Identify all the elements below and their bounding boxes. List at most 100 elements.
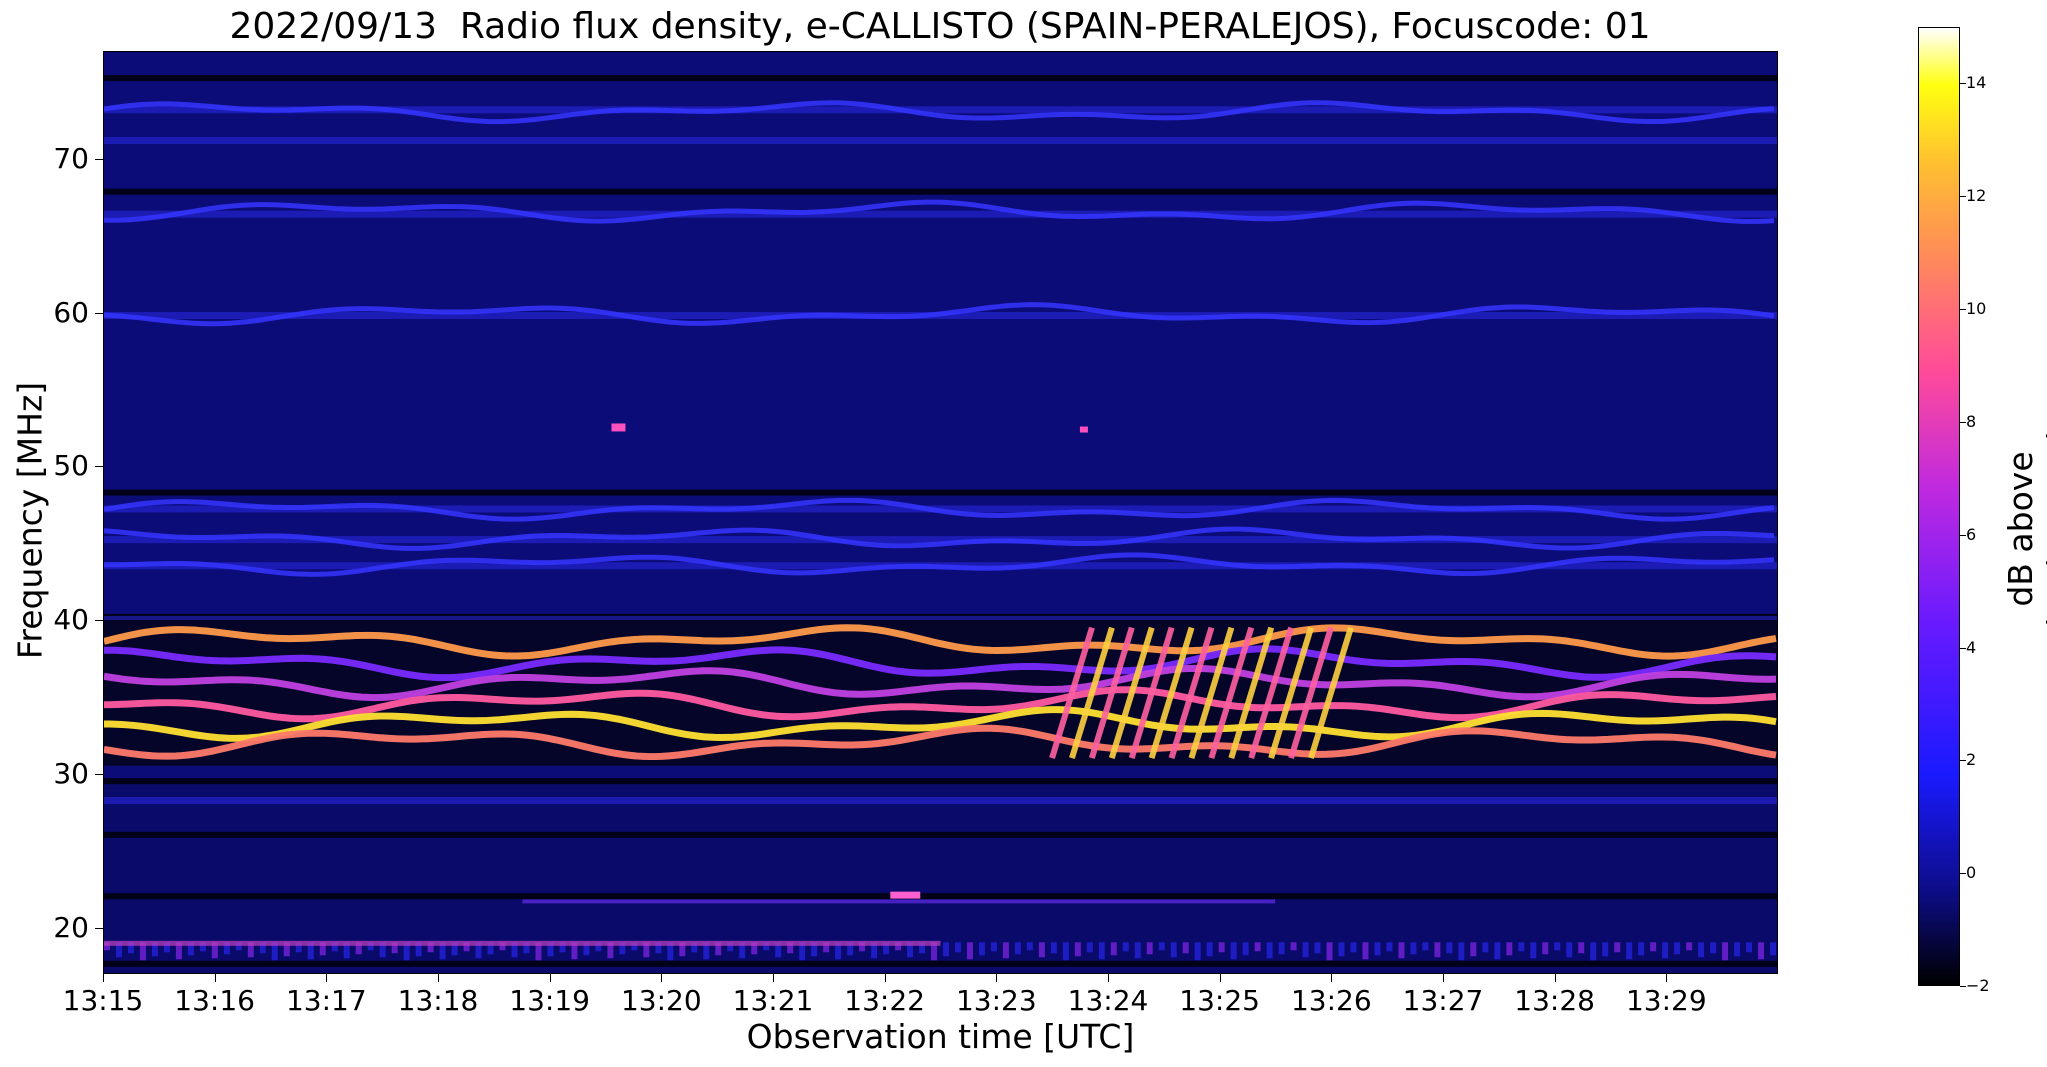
noise-speckle: [1470, 942, 1477, 957]
x-tick-mark: [103, 974, 104, 982]
dark-line: [104, 893, 1777, 900]
noise-speckle: [1350, 942, 1357, 953]
x-tick-label: 13:27: [1402, 984, 1484, 1017]
diagonal-streak: [1049, 626, 1095, 759]
noise-speckle: [1290, 942, 1297, 951]
noise-speckle: [811, 942, 818, 957]
noise-speckle: [1674, 942, 1681, 955]
diagonal-streak: [1248, 626, 1295, 759]
noise-speckle: [763, 942, 770, 951]
y-tick-label: 70: [53, 141, 89, 175]
hot-spot: [1079, 426, 1088, 433]
chart-title: 2022/09/13 Radio flux density, e-CALLIST…: [229, 6, 1651, 47]
blue-line: [104, 210, 1777, 218]
blue-line: [104, 615, 1777, 623]
dark-line: [104, 778, 1777, 785]
noise-speckle: [619, 942, 626, 955]
noise-speckle: [966, 942, 973, 960]
noise-speckle: [319, 942, 326, 956]
x-tick-mark: [1666, 974, 1668, 982]
noise-speckle: [751, 942, 758, 955]
x-tick-label: 13:29: [1625, 984, 1707, 1017]
dark-line: [104, 960, 1777, 967]
noise-speckle: [379, 942, 386, 958]
x-tick-label: 13:20: [620, 984, 702, 1017]
x-tick-label: 13:25: [1179, 984, 1260, 1017]
noise-speckle: [1458, 942, 1465, 961]
noise-speckle: [427, 942, 434, 953]
moderate-emission-lane: [104, 199, 1775, 224]
noise-speckle: [1302, 942, 1309, 958]
strong-emission-lane: [104, 706, 1777, 742]
blue-line: [104, 137, 1777, 145]
noise-speckle: [990, 942, 997, 952]
noise-speckle: [703, 942, 710, 960]
noise-speckle: [787, 942, 794, 954]
noise-speckle: [523, 942, 530, 954]
noise-speckle: [1314, 942, 1321, 954]
strong-emission-lane: [104, 664, 1777, 702]
noise-speckle: [235, 942, 242, 951]
noise-speckle: [1590, 942, 1597, 961]
y-tick-label: 40: [53, 603, 89, 637]
colorbar-tick-label: 12: [1966, 186, 1987, 206]
colorbar-tick-label: 0: [1966, 863, 1977, 883]
noise-speckle: [1506, 942, 1513, 956]
noise-speckle: [139, 942, 146, 961]
diagonal-streak: [1069, 626, 1115, 759]
y-tick-mark: [95, 312, 103, 314]
noise-speckle: [895, 942, 902, 951]
colorbar-label: dB above background: [2001, 431, 2047, 627]
noise-speckle: [1770, 942, 1777, 956]
noise-speckle: [1182, 942, 1189, 954]
noise-speckle: [847, 942, 854, 956]
noise-speckle: [1398, 942, 1405, 959]
noise-speckle: [1242, 942, 1249, 956]
colorbar-tick-label: 6: [1966, 524, 1977, 544]
x-tick-mark: [1554, 974, 1556, 982]
y-tick-mark: [95, 774, 103, 776]
colorbar-tick-label: 14: [1966, 73, 1987, 93]
noise-speckle: [643, 942, 650, 958]
dark-line: [104, 831, 1777, 838]
y-tick-mark: [95, 158, 103, 160]
noise-speckle: [931, 942, 938, 961]
noise-speckle: [187, 942, 194, 956]
y-tick-mark: [95, 927, 103, 929]
noise-speckle: [1638, 942, 1645, 956]
noise-speckle: [487, 942, 494, 955]
noise-speckle: [1326, 942, 1333, 961]
noise-speckle: [1482, 942, 1489, 953]
x-tick-label: 13:19: [509, 984, 590, 1017]
noise-speckle: [415, 942, 422, 957]
moderate-emission-lane: [104, 552, 1775, 577]
noise-speckle: [727, 942, 734, 952]
x-tick-label: 13:18: [397, 984, 479, 1017]
noise-speckle: [1122, 942, 1129, 952]
noise-speckle: [1734, 942, 1741, 957]
x-tick-label: 13:24: [1067, 984, 1149, 1017]
noise-speckle: [1722, 942, 1729, 961]
y-tick-label: 60: [53, 295, 89, 329]
blue-line: [104, 536, 1777, 544]
noise-speckle: [1002, 942, 1009, 959]
colorbar-tick-label: 4: [1966, 637, 1977, 657]
noise-speckle: [1518, 942, 1525, 952]
noise-speckle: [1218, 942, 1225, 953]
noise-speckle: [1566, 942, 1573, 958]
noise-speckle: [1074, 942, 1081, 957]
noise-speckle: [1494, 942, 1501, 960]
x-tick-mark: [326, 974, 328, 982]
noise-speckle: [1230, 942, 1237, 960]
noise-speckle: [511, 942, 518, 958]
noise-speckle: [127, 942, 134, 954]
colorbar-tick-label: 8: [1966, 411, 1977, 431]
noise-speckle: [1686, 942, 1693, 951]
noise-speckle: [1278, 942, 1285, 955]
diagonal-streak: [1188, 626, 1235, 759]
noise-speckle: [451, 942, 458, 956]
noise-speckle: [907, 942, 914, 958]
moderate-emission-lane: [104, 100, 1775, 125]
noise-speckle: [1206, 942, 1213, 957]
noise-speckle: [1746, 942, 1753, 953]
